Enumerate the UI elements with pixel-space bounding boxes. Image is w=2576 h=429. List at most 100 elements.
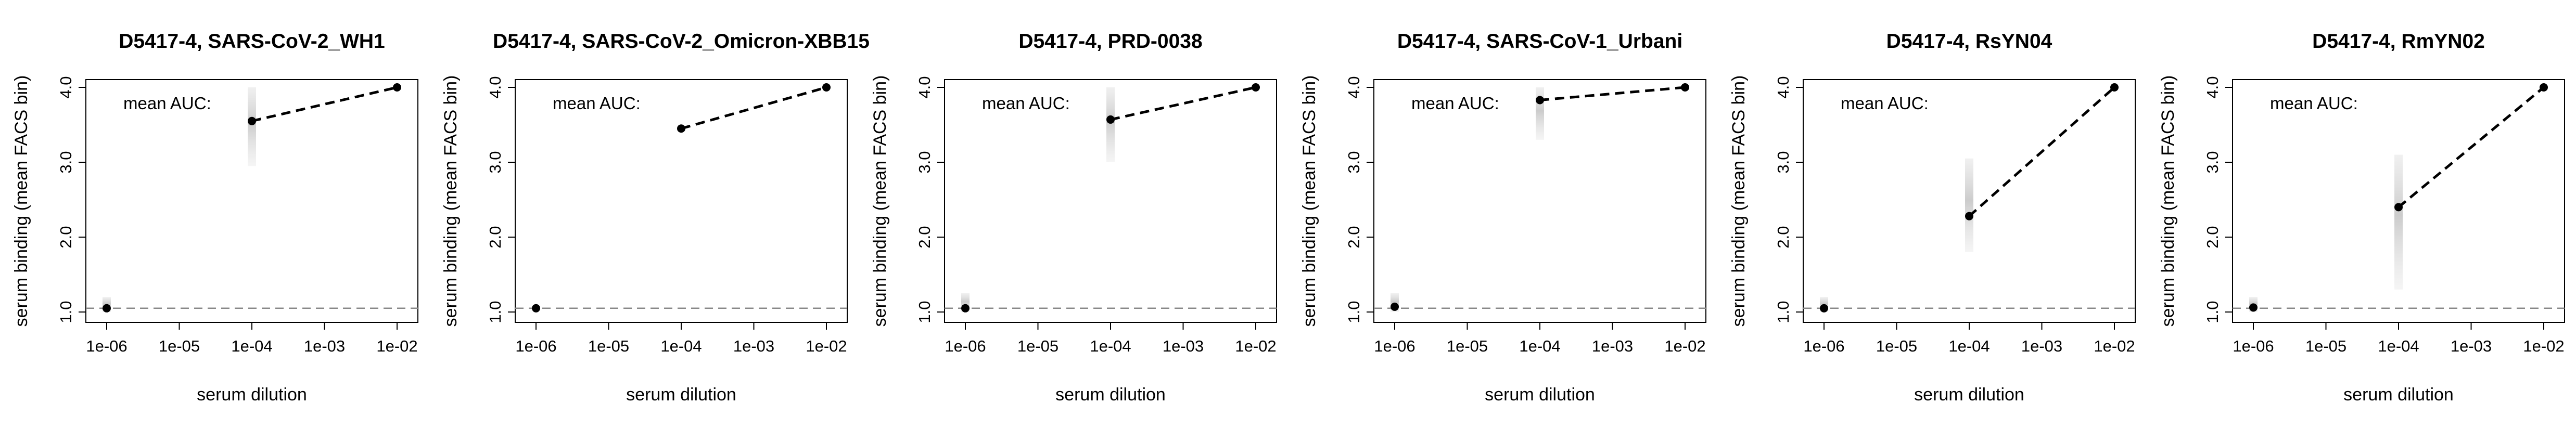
replicate-spread bbox=[2394, 154, 2403, 290]
y-tick-label: 2.0 bbox=[1774, 226, 1792, 248]
x-tick-label: 1e-02 bbox=[1235, 337, 1276, 355]
x-axis-label: serum dilution bbox=[197, 385, 307, 405]
y-tick-label: 1.0 bbox=[2203, 301, 2222, 323]
x-tick-label: 1e-03 bbox=[733, 337, 774, 355]
x-tick-label: 1e-02 bbox=[2094, 337, 2135, 355]
data-point bbox=[2249, 303, 2258, 312]
y-tick-label: 4.0 bbox=[57, 76, 75, 98]
x-tick-label: 1e-05 bbox=[1447, 337, 1488, 355]
dashed-fit-line bbox=[1539, 86, 1686, 101]
x-axis-label: serum dilution bbox=[1055, 385, 1166, 405]
x-tick-label: 1e-03 bbox=[304, 337, 345, 355]
y-tick-label: 2.0 bbox=[1345, 226, 1363, 248]
x-tick-label: 1e-06 bbox=[86, 337, 127, 355]
y-tick-label: 3.0 bbox=[1345, 151, 1363, 173]
mean-auc-label: mean AUC: bbox=[553, 94, 641, 113]
y-axis-label: serum binding (mean FACS bin) bbox=[441, 75, 461, 327]
data-point bbox=[1391, 302, 1399, 311]
replicate-spread bbox=[1965, 158, 1973, 252]
y-tick-label: 3.0 bbox=[915, 151, 934, 173]
data-point bbox=[103, 304, 111, 313]
x-tick-label: 1e-06 bbox=[2233, 337, 2274, 355]
data-point bbox=[822, 83, 831, 92]
plot-frame bbox=[515, 79, 848, 323]
chart-title: D5417-4, RsYN04 bbox=[1886, 30, 2052, 53]
x-tick-label: 1e-04 bbox=[1519, 337, 1560, 355]
replicate-spread bbox=[1536, 87, 1544, 140]
y-tick-label: 4.0 bbox=[1345, 76, 1363, 98]
replicate-spread bbox=[1106, 87, 1115, 162]
data-point bbox=[961, 304, 970, 313]
y-tick-label: 4.0 bbox=[2203, 76, 2222, 98]
x-tick-label: 1e-05 bbox=[1876, 337, 1917, 355]
x-axis-label: serum dilution bbox=[1914, 385, 2024, 405]
x-tick-label: 1e-02 bbox=[2523, 337, 2564, 355]
y-axis-label: serum binding (mean FACS bin) bbox=[1729, 75, 1749, 327]
x-tick-label: 1e-03 bbox=[2021, 337, 2062, 355]
x-axis-label: serum dilution bbox=[1485, 385, 1595, 405]
chart-panel: D5417-4, RsYN04 1.0 2.0 3.0 4.0 1e-06 1e-05 1e-… bbox=[1729, 30, 2136, 405]
y-tick-label: 4.0 bbox=[486, 76, 504, 98]
data-point bbox=[393, 83, 401, 92]
dashed-fit-line bbox=[2398, 86, 2545, 209]
x-tick-label: 1e-06 bbox=[945, 337, 986, 355]
y-tick-label: 1.0 bbox=[486, 301, 504, 323]
mean-auc-label: mean AUC: bbox=[2270, 94, 2358, 113]
x-tick-label: 1e-04 bbox=[1090, 337, 1131, 355]
data-point bbox=[1252, 83, 1260, 92]
data-point bbox=[1106, 115, 1115, 124]
chart-panel: D5417-4, SARS-CoV-2_WH1 1.0 2.0 3.0 4.0 1e-06… bbox=[11, 30, 418, 405]
y-tick-label: 4.0 bbox=[1774, 76, 1792, 98]
x-tick-label: 1e-04 bbox=[660, 337, 702, 355]
data-point bbox=[1965, 212, 1973, 220]
x-tick-label: 1e-02 bbox=[806, 337, 847, 355]
chart-panel: D5417-4, SARS-CoV-1_Urbani 1.0 2.0 3.0 4.0 1e… bbox=[1299, 30, 1706, 405]
y-tick-label: 4.0 bbox=[915, 76, 934, 98]
chart-title: D5417-4, SARS-CoV-1_Urbani bbox=[1397, 30, 1682, 53]
x-tick-label: 1e-05 bbox=[159, 337, 200, 355]
data-point bbox=[2540, 83, 2548, 92]
data-point bbox=[2394, 203, 2403, 212]
chart-panel: D5417-4, RmYN02 1.0 2.0 3.0 4.0 1e-06 1e-05 1e-… bbox=[2158, 30, 2565, 405]
chart-title: D5417-4, RmYN02 bbox=[2312, 30, 2485, 53]
mean-auc-label: mean AUC: bbox=[982, 94, 1070, 113]
data-point bbox=[677, 124, 685, 133]
x-tick-label: 1e-06 bbox=[1803, 337, 1844, 355]
chart-panel: D5417-4, SARS-CoV-2_Omicron-XBB15 1.0 2.0 3… bbox=[441, 30, 870, 405]
data-point bbox=[1681, 83, 1689, 92]
x-tick-label: 1e-03 bbox=[1163, 337, 1204, 355]
x-axis-label: serum dilution bbox=[626, 385, 736, 405]
y-axis-label: serum binding (mean FACS bin) bbox=[870, 75, 890, 327]
y-tick-label: 2.0 bbox=[486, 226, 504, 248]
x-tick-label: 1e-04 bbox=[231, 337, 272, 355]
data-point bbox=[1536, 96, 1544, 105]
y-tick-label: 3.0 bbox=[57, 151, 75, 173]
mean-auc-label: mean AUC: bbox=[123, 94, 211, 113]
dashed-fit-line bbox=[1968, 86, 2115, 217]
data-point bbox=[248, 116, 256, 125]
y-tick-label: 1.0 bbox=[1774, 301, 1792, 323]
replicate-spread bbox=[248, 87, 256, 166]
y-tick-label: 2.0 bbox=[2203, 226, 2222, 248]
mean-auc-label: mean AUC: bbox=[1411, 94, 1499, 113]
y-tick-label: 3.0 bbox=[2203, 151, 2222, 173]
y-axis-label: serum binding (mean FACS bin) bbox=[1299, 75, 1319, 327]
chart-title: D5417-4, SARS-CoV-2_WH1 bbox=[119, 30, 385, 53]
x-tick-label: 1e-02 bbox=[1664, 337, 1705, 355]
y-tick-label: 1.0 bbox=[915, 301, 934, 323]
y-tick-label: 1.0 bbox=[57, 301, 75, 323]
x-tick-label: 1e-05 bbox=[2305, 337, 2347, 355]
x-tick-label: 1e-05 bbox=[588, 337, 629, 355]
y-tick-label: 3.0 bbox=[486, 151, 504, 173]
x-tick-label: 1e-05 bbox=[1017, 337, 1059, 355]
mean-auc-label: mean AUC: bbox=[1841, 94, 1929, 113]
chart-title: D5417-4, SARS-CoV-2_Omicron-XBB15 bbox=[493, 30, 870, 53]
y-axis-label: serum binding (mean FACS bin) bbox=[11, 75, 31, 327]
y-axis-label: serum binding (mean FACS bin) bbox=[2158, 75, 2178, 327]
x-tick-label: 1e-03 bbox=[1592, 337, 1633, 355]
y-tick-label: 2.0 bbox=[57, 226, 75, 248]
y-tick-label: 2.0 bbox=[915, 226, 934, 248]
data-point bbox=[1820, 304, 1828, 313]
x-tick-label: 1e-03 bbox=[2451, 337, 2492, 355]
